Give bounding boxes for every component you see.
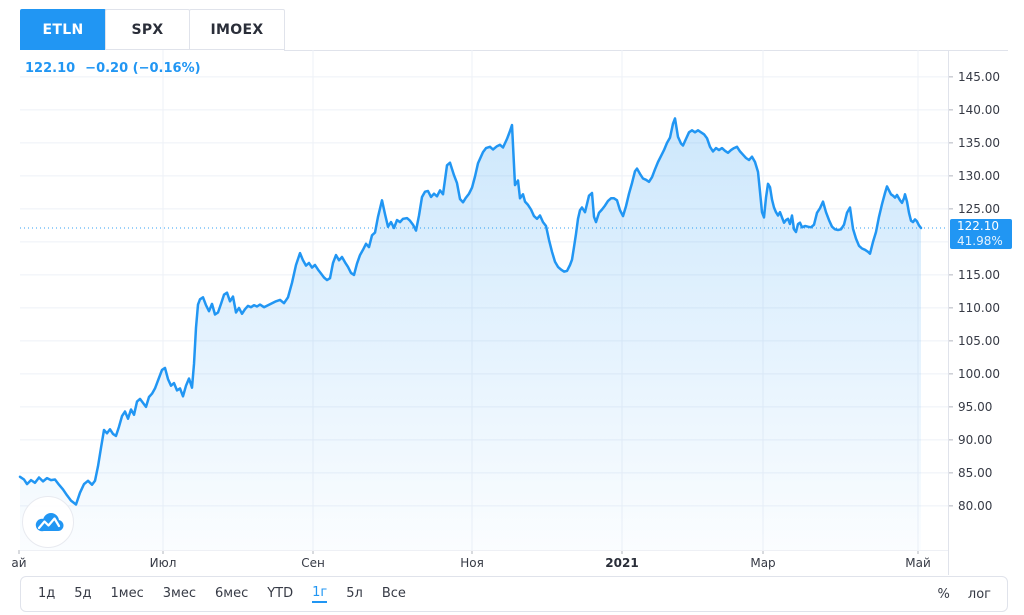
time-scale[interactable]: ай Июл Сен Ноя 2021 Мар Май — [0, 553, 948, 574]
tabbar-divider — [284, 50, 1008, 51]
scale-percent[interactable]: % — [937, 586, 950, 602]
symbol-tab-bar: ETLN SPX IMOEX — [20, 9, 285, 50]
range-group: 1д 5д 1мес 3мес 6мес YTD 1г 5л Все — [21, 585, 406, 603]
last-price-label: 122.10 41.98% — [950, 219, 1012, 249]
x-axis-label: ай — [11, 556, 27, 570]
y-axis-label: 105.00 — [958, 333, 1000, 348]
tab-imoex[interactable]: IMOEX — [189, 9, 285, 50]
price-scale[interactable]: 145.00 140.00 135.00 130.00 125.00 115.00 110.… — [948, 50, 1024, 550]
x-axis-label: Ноя — [460, 556, 484, 570]
series-area — [20, 118, 921, 551]
range-1d[interactable]: 1д — [38, 586, 56, 601]
tradingview-logo-icon — [35, 513, 64, 532]
x-axis-label: Май — [905, 556, 931, 570]
quote-change: −0.20 (−0.16%) — [85, 61, 201, 76]
y-axis-label: 90.00 — [958, 432, 993, 447]
last-price-percent: 41.98% — [957, 234, 1003, 248]
scale-log[interactable]: лог — [967, 586, 991, 602]
y-axis-label: 95.00 — [958, 399, 993, 414]
scale-group: % лог — [938, 587, 1007, 602]
y-axis-label: 130.00 — [958, 168, 1000, 183]
y-axis-label: 135.00 — [958, 135, 1000, 150]
tab-etln[interactable]: ETLN — [20, 9, 106, 50]
range-1m[interactable]: 1мес — [110, 586, 144, 601]
series-line — [18, 117, 923, 506]
range-6m[interactable]: 6мес — [215, 586, 249, 601]
last-price-value: 122.10 — [957, 219, 999, 233]
range-ytd[interactable]: YTD — [267, 586, 294, 601]
tab-spx[interactable]: SPX — [105, 9, 190, 50]
x-axis-label: 2021 — [605, 556, 639, 570]
range-toolbar: 1д 5д 1мес 3мес 6мес YTD 1г 5л Все % лог — [20, 576, 1008, 612]
y-axis-label: 125.00 — [958, 201, 1000, 216]
y-axis-label: 110.00 — [958, 300, 1000, 315]
range-all[interactable]: Все — [381, 586, 406, 601]
time-scale-divider — [20, 550, 948, 551]
price-scale-divider — [948, 50, 949, 575]
x-axis-label: Мар — [750, 556, 776, 570]
y-axis-label: 100.00 — [958, 366, 1000, 381]
range-5y[interactable]: 5л — [346, 586, 363, 601]
y-axis-label: 85.00 — [958, 465, 993, 480]
x-axis-label: Сен — [301, 556, 325, 570]
logo-button[interactable] — [22, 496, 74, 548]
quote-price: 122.10 — [25, 61, 76, 76]
y-axis-label: 145.00 — [958, 69, 1000, 84]
y-axis-label: 115.00 — [958, 267, 1000, 282]
range-1y[interactable]: 1г — [312, 585, 328, 603]
y-axis-label: 140.00 — [958, 102, 1000, 117]
range-5d[interactable]: 5д — [74, 586, 92, 601]
y-axis-label: 80.00 — [958, 498, 993, 513]
quote-line: 122.10 −0.20 (−0.16%) — [25, 61, 201, 76]
x-axis-label: Июл — [149, 556, 177, 570]
range-3m[interactable]: 3мес — [162, 586, 196, 601]
